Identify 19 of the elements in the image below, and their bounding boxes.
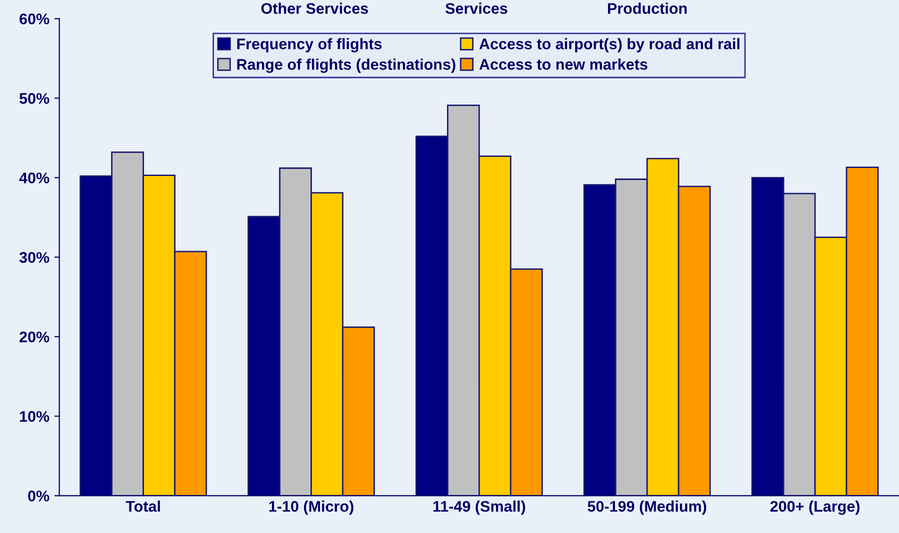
text: Production — [608, 2, 687, 14]
legend-label: Access to airport(s) by road and rail — [479, 38, 740, 52]
x-tick-label: 11-49 (Small) — [433, 500, 526, 515]
y-tick-label: 10% — [20, 411, 50, 422]
y-tick-label: 0% — [28, 490, 50, 502]
x-tick-label: 200+ (Large) — [770, 500, 860, 515]
x-tick-label: 50-199 (Medium) — [588, 500, 706, 515]
x-tick-label: Total — [126, 500, 160, 512]
y-tick-label: 60% — [20, 14, 50, 24]
x-tick-label: 1-10 (Micro) — [269, 500, 354, 515]
y-tick-label: 20% — [20, 332, 50, 342]
y-tick-label: 50% — [20, 93, 50, 104]
legend-label: Frequency of flights — [237, 38, 382, 52]
legend-label: Access to new markets — [479, 58, 648, 70]
y-tick-label: 40% — [19, 172, 50, 184]
text: Services — [445, 2, 508, 14]
y-tick-label: 30% — [19, 252, 50, 263]
legend-label: Range of flights (destinations) — [237, 58, 456, 73]
text: Other Services — [261, 2, 368, 14]
